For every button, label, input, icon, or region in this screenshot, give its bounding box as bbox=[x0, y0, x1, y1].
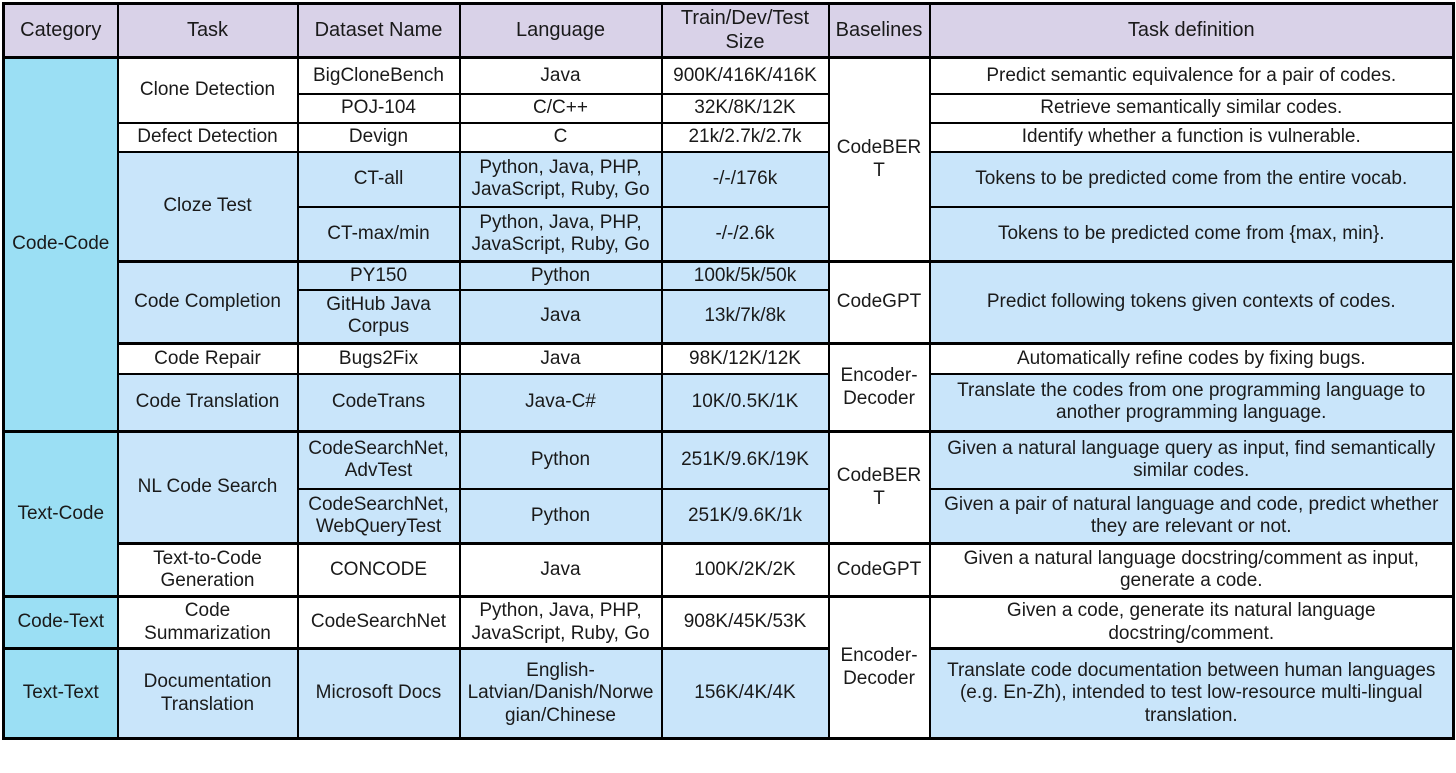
cell-size: 156K/4K/4K bbox=[660, 647, 830, 740]
cell-dataset: CodeTrans bbox=[296, 372, 461, 433]
cell-task-code-translation: Code Translation bbox=[116, 372, 299, 433]
table-row: Text-Code NL Code Search CodeSearchNet, … bbox=[2, 430, 1455, 598]
cell-baseline-codebert: CodeBERT bbox=[827, 56, 931, 263]
header-language: Language bbox=[458, 2, 663, 59]
cell-size: 251K/9.6K/1k bbox=[660, 487, 830, 545]
cell-task-defect-detection: Defect Detection bbox=[116, 121, 299, 153]
cell-size: 32K/8K/12K bbox=[660, 92, 830, 124]
cell-language: Python bbox=[458, 487, 663, 545]
cell-size: 21k/2.7k/2.7k bbox=[660, 121, 830, 153]
cell-dataset: CONCODE bbox=[296, 542, 461, 598]
cell-task-definition: Given a code, generate its natural langu… bbox=[928, 595, 1455, 650]
cell-language: Java bbox=[458, 56, 663, 95]
cell-task-cloze-test: Cloze Test bbox=[116, 150, 299, 263]
cell-language: Java bbox=[458, 542, 663, 598]
cell-dataset: POJ-104 bbox=[296, 92, 461, 124]
cell-size: -/-/176k bbox=[660, 150, 830, 208]
cell-task-code-completion: Code Completion bbox=[116, 260, 299, 345]
cell-task-definition: Retrieve semantically similar codes. bbox=[928, 92, 1455, 124]
cell-category-code-code: Code-Code bbox=[2, 56, 119, 433]
cell-dataset: CT-all bbox=[296, 150, 461, 208]
cell-dataset: Bugs2Fix bbox=[296, 342, 461, 375]
table-row: Code Repair Bugs2Fix Java 98K/12K/12K En… bbox=[4, 342, 1455, 433]
table-row: Text-Text Documentation Translation Micr… bbox=[2, 647, 1455, 740]
table-row: Code-Text Code Summarization CodeSearchN… bbox=[2, 595, 1455, 740]
header-task: Task bbox=[116, 2, 299, 59]
cell-task-code-summarization: Code Summarization bbox=[116, 595, 299, 650]
cell-dataset: PY150 bbox=[296, 260, 461, 291]
cell-language: C/C++ bbox=[458, 92, 663, 124]
cell-language: Java bbox=[458, 342, 663, 375]
cell-dataset: CT-max/min bbox=[296, 205, 461, 263]
cell-size: 98K/12K/12K bbox=[660, 342, 830, 375]
cell-baseline-codegpt: CodeGPT bbox=[827, 260, 931, 345]
cell-baseline-codegpt: CodeGPT bbox=[827, 542, 931, 598]
cell-dataset: CodeSearchNet bbox=[296, 595, 461, 650]
cell-dataset: CodeSearchNet, AdvTest bbox=[296, 430, 461, 490]
header-task-definition: Task definition bbox=[928, 2, 1455, 59]
cell-task-definition: Predict semantic equivalence for a pair … bbox=[928, 56, 1455, 95]
cell-language: C bbox=[458, 121, 663, 153]
table-row: Defect Detection Devign C 21k/2.7k/2.7k … bbox=[4, 121, 1455, 153]
cell-dataset: Devign bbox=[296, 121, 461, 153]
cell-task-definition: Automatically refine codes by fixing bug… bbox=[928, 342, 1455, 375]
cell-category-text-text: Text-Text bbox=[2, 647, 119, 740]
cell-language: Python, Java, PHP, JavaScript, Ruby, Go bbox=[458, 595, 663, 650]
cell-task-definition: Identify whether a function is vulnerabl… bbox=[928, 121, 1455, 153]
cell-language: English-Latvian/Danish/Norwegian/Chinese bbox=[458, 647, 663, 740]
table-row: CT-max/min Python, Java, PHP, JavaScript… bbox=[4, 205, 1455, 263]
cell-task-definition: Translate code documentation between hum… bbox=[928, 647, 1455, 740]
cell-task-definition: Translate the codes from one programming… bbox=[928, 372, 1455, 433]
table-row: Text-to-Code Generation CONCODE Java 100… bbox=[4, 542, 1455, 598]
cell-category-text-code: Text-Code bbox=[2, 430, 119, 598]
cell-task-definition: Given a pair of natural language and cod… bbox=[928, 487, 1455, 545]
header-baselines: Baselines bbox=[827, 2, 931, 59]
cell-language: Python, Java, PHP, JavaScript, Ruby, Go bbox=[458, 150, 663, 208]
header-dataset-name: Dataset Name bbox=[296, 2, 461, 59]
cell-dataset: BigCloneBench bbox=[296, 56, 461, 95]
cell-task-definition: Given a natural language query as input,… bbox=[928, 430, 1455, 490]
cell-baseline-encoder-decoder: Encoder-Decoder bbox=[827, 595, 931, 740]
cell-language: Python, Java, PHP, JavaScript, Ruby, Go bbox=[458, 205, 663, 263]
cell-size: 100k/5k/50k bbox=[660, 260, 830, 291]
cell-dataset: Microsoft Docs bbox=[296, 647, 461, 740]
cell-task-definition: Tokens to be predicted come from {max, m… bbox=[928, 205, 1455, 263]
cell-baseline-encoder-decoder: Encoder-Decoder bbox=[827, 342, 931, 433]
cell-size: 900K/416K/416K bbox=[660, 56, 830, 95]
cell-language: Java bbox=[458, 288, 663, 345]
header-category: Category bbox=[2, 2, 119, 59]
table-row: POJ-104 C/C++ 32K/8K/12K Retrieve semant… bbox=[4, 92, 1455, 124]
cell-size: -/-/2.6k bbox=[660, 205, 830, 263]
cell-dataset: GitHub Java Corpus bbox=[296, 288, 461, 345]
table-row: Code Translation CodeTrans Java-C# 10K/0… bbox=[4, 372, 1455, 433]
cell-task-code-repair: Code Repair bbox=[116, 342, 299, 375]
cell-size: 908K/45K/53K bbox=[660, 595, 830, 650]
cell-size: 13k/7k/8k bbox=[660, 288, 830, 345]
cell-task-clone-detection: Clone Detection bbox=[116, 56, 299, 124]
cell-size: 251K/9.6K/19K bbox=[660, 430, 830, 490]
cell-size: 100K/2K/2K bbox=[660, 542, 830, 598]
cell-language: Python bbox=[458, 260, 663, 291]
table-row: Code-Code Clone Detection BigCloneBench … bbox=[2, 56, 1455, 433]
cell-language: Java-C# bbox=[458, 372, 663, 433]
cell-task-nl-code-search: NL Code Search bbox=[116, 430, 299, 545]
cell-language: Python bbox=[458, 430, 663, 490]
cell-task-definition: Predict following tokens given contexts … bbox=[928, 260, 1455, 345]
cell-task-definition: Tokens to be predicted come from the ent… bbox=[928, 150, 1455, 208]
cell-size: 10K/0.5K/1K bbox=[660, 372, 830, 433]
table-row: CodeSearchNet, WebQueryTest Python 251K/… bbox=[4, 487, 1455, 545]
benchmark-table: Category Task Dataset Name Language Trai… bbox=[2, 2, 1455, 740]
table-row: Code Completion PY150 Python 100k/5k/50k… bbox=[4, 260, 1455, 345]
cell-category-code-text: Code-Text bbox=[2, 595, 119, 650]
header-row: Category Task Dataset Name Language Trai… bbox=[2, 2, 1455, 59]
cell-task-definition: Given a natural language docstring/comme… bbox=[928, 542, 1455, 598]
table-row: Cloze Test CT-all Python, Java, PHP, Jav… bbox=[4, 150, 1455, 263]
cell-baseline-codebert: CodeBERT bbox=[827, 430, 931, 545]
header-train-dev-test-size: Train/Dev/Test Size bbox=[660, 2, 830, 59]
cell-task-text-to-code-generation: Text-to-Code Generation bbox=[116, 542, 299, 598]
cell-dataset: CodeSearchNet, WebQueryTest bbox=[296, 487, 461, 545]
cell-task-documentation-translation: Documentation Translation bbox=[116, 647, 299, 740]
table-row: GitHub Java Corpus Java 13k/7k/8k bbox=[4, 288, 1454, 345]
